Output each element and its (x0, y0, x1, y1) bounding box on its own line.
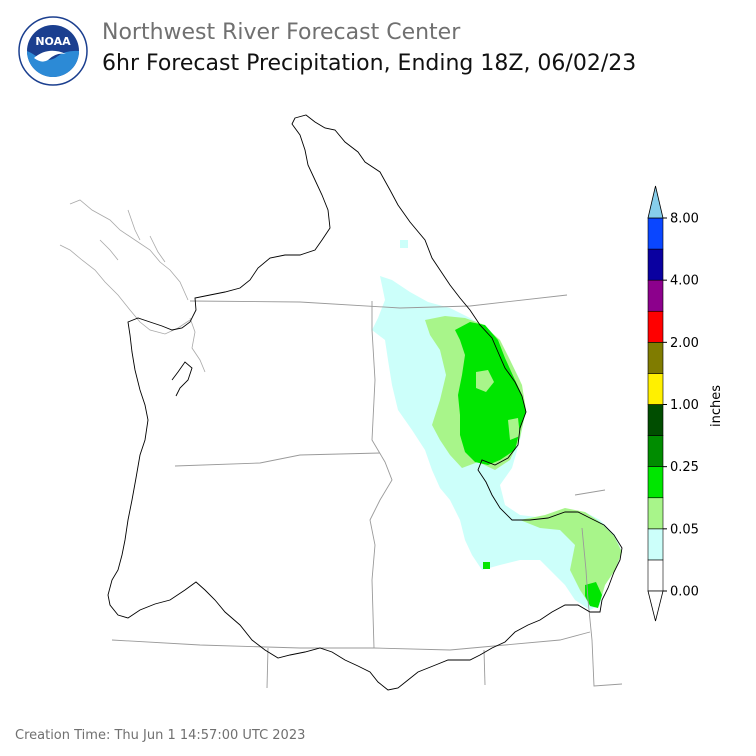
colorbar-swatch (647, 342, 664, 374)
creation-time: Creation Time: Thu Jun 1 14:57:00 UTC 20… (15, 728, 306, 743)
colorbar-swatch (647, 404, 664, 436)
logo-text: NOAA (35, 35, 71, 48)
precip-layer (372, 240, 622, 610)
precip-area-heavy-se (585, 582, 602, 608)
colorbar-top-arrow (647, 185, 664, 219)
colorbar-swatches (647, 217, 664, 592)
colorbar-swatch (647, 497, 664, 530)
colorbar-tick-label: 2.00 (670, 336, 699, 351)
colorbar-tick-label: 0.25 (670, 460, 699, 475)
precip-area-heavy-2 (485, 392, 512, 432)
colorbar-swatch (647, 528, 664, 561)
colorbar-swatch (647, 466, 664, 499)
precip-spot-light (400, 240, 408, 248)
colorbar-tick-label: 1.00 (670, 398, 699, 413)
colorbar-tick-label: 0.00 (670, 585, 699, 600)
noaa-logo: NOAA (18, 16, 88, 86)
colorbar-swatch (647, 279, 664, 312)
colorbar-tick-label: 4.00 (670, 274, 699, 289)
colorbar-swatch (647, 435, 664, 467)
colorbar-swatch (647, 217, 664, 250)
colorbar-tick-label: 8.00 (670, 212, 699, 227)
product-title: 6hr Forecast Precipitation, Ending 18Z, … (102, 51, 637, 76)
legend-colorbar: 0.00 0.05 0.25 1.00 2.00 4.00 8.00 inches (647, 185, 724, 622)
colorbar-tick-label: 0.05 (670, 522, 699, 537)
colorbar-unit-label: inches (709, 385, 724, 427)
colorbar-swatch (647, 248, 664, 281)
basin-outline (107, 114, 623, 691)
bc-coastline (59, 199, 206, 373)
precip-patch-inner (476, 370, 494, 392)
precip-area-medium-se (520, 508, 622, 605)
precip-area-heavy-dot (483, 562, 490, 569)
colorbar-ticks: 0.00 0.05 0.25 1.00 2.00 4.00 8.00 (663, 212, 699, 600)
colorbar-swatch (647, 373, 664, 405)
agency-title: Northwest River Forecast Center (102, 20, 461, 45)
colorbar-bottom-arrow (647, 590, 664, 622)
colorbar-swatch (647, 310, 664, 343)
precip-patch-inner-2 (508, 418, 520, 440)
state-boundaries (111, 294, 623, 689)
colorbar-swatch (647, 559, 664, 592)
